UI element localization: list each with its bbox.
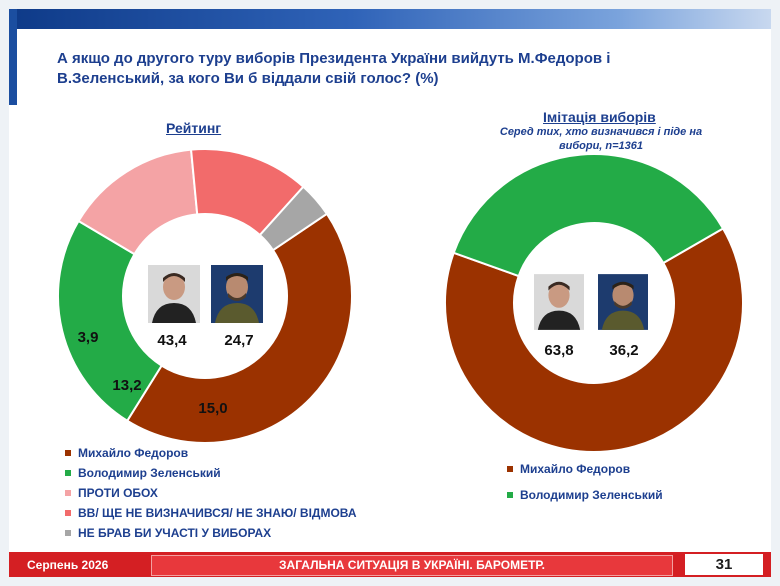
legend-swatch: [65, 510, 71, 516]
legend-swatch: [65, 530, 71, 536]
legend-item-against: ПРОТИ ОБОХ: [65, 483, 357, 503]
chart-2-title: Імітація виборів: [543, 109, 656, 125]
legend-label: Михайло Федоров: [520, 462, 631, 476]
data-label-1: 36,2: [609, 342, 638, 359]
chart-2-subtitle: Серед тих, хто визначився і піде на вибо…: [499, 126, 703, 152]
donut-slice-1: [57, 219, 164, 423]
footer-bar: Серпень 2026 ЗАГАЛЬНА СИТУАЦІЯ В УКРАЇНІ…: [9, 552, 771, 577]
legend-label: НЕ БРАВ БИ УЧАСТІ У ВИБОРАХ: [78, 526, 272, 540]
data-label-2: 15,0: [198, 400, 227, 417]
fedorov-photo-2: [534, 273, 586, 331]
data-label-3: 13,2: [112, 377, 141, 394]
data-label-4: 3,9: [78, 329, 99, 346]
legend-label: Михайло Федоров: [78, 446, 189, 460]
zelensky-photo: [211, 265, 263, 323]
top-gradient-bar: [9, 9, 771, 29]
legend-item-zelensky: Володимир Зеленський: [65, 463, 357, 483]
footer-date: Серпень 2026: [27, 558, 109, 572]
donut-slice-1: [452, 153, 725, 278]
charts-svg: 43,4 24,7 15,0 13,2 3,9 63,8 36,2: [57, 148, 744, 453]
donut-slice-0: [444, 227, 744, 453]
slide-title: А якщо до другого туру виборів Президент…: [57, 50, 611, 87]
legend-item-undecided: ВВ/ ЩЕ НЕ ВИЗНАЧИВСЯ/ НЕ ЗНАЮ/ ВІДМОВА: [65, 503, 357, 523]
legend-swatch: [65, 450, 71, 456]
footer-title: ЗАГАЛЬНА СИТУАЦІЯ В УКРАЇНІ. БАРОМЕТР.: [151, 555, 673, 576]
donut-chart-rating: 43,4 24,7 15,0 13,2 3,9: [57, 148, 353, 444]
left-accent-bar: [9, 9, 17, 105]
legend-item-fedorov-2: Михайло Федоров: [507, 459, 663, 479]
legend-label: Володимир Зеленський: [520, 488, 663, 502]
chart-1-title: Рейтинг: [166, 120, 222, 136]
legend-swatch: [65, 490, 71, 496]
legend-label: ВВ/ ЩЕ НЕ ВИЗНАЧИВСЯ/ НЕ ЗНАЮ/ ВІДМОВА: [78, 506, 357, 520]
legend-swatch: [507, 466, 513, 472]
legend-swatch: [65, 470, 71, 476]
legend-item-abstain: НЕ БРАВ БИ УЧАСТІ У ВИБОРАХ: [65, 523, 357, 543]
slide: А якщо до другого туру виборів Президент…: [9, 9, 771, 577]
fedorov-photo: [148, 265, 200, 323]
data-label-0: 63,8: [544, 342, 573, 359]
legend-label: Володимир Зеленський: [78, 466, 221, 480]
page-number: 31: [685, 554, 763, 575]
legend-rating: Михайло Федоров Володимир Зеленський ПРО…: [65, 443, 357, 543]
legend-label: ПРОТИ ОБОХ: [78, 486, 158, 500]
donut-slice-0: [125, 212, 353, 444]
legend-simulation: Михайло Федоров Володимир Зеленський: [507, 459, 663, 505]
data-label-0: 43,4: [157, 332, 187, 349]
donut-chart-simulation: 63,8 36,2: [444, 153, 744, 453]
legend-item-zelensky-2: Володимир Зеленський: [507, 485, 663, 505]
legend-item-fedorov: Михайло Федоров: [65, 443, 357, 463]
donut-slice-4: [258, 185, 329, 252]
zelensky-photo-2: [598, 273, 650, 331]
legend-swatch: [507, 492, 513, 498]
data-label-1: 24,7: [224, 332, 253, 349]
